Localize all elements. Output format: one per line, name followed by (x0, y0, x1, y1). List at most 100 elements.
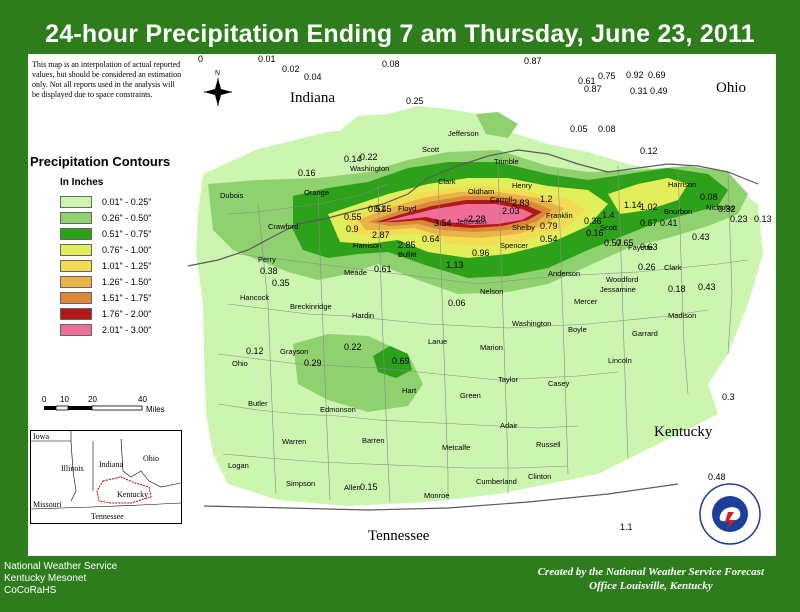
legend-swatch (60, 212, 92, 224)
precip-amount: 0.08 (700, 192, 718, 202)
legend-label: 0.76" - 1.00" (102, 245, 152, 255)
legend-title: Precipitation Contours (30, 154, 171, 169)
county-label: Clinton (528, 472, 551, 481)
precip-amount: 0.01 (258, 54, 276, 64)
county-label: Green (460, 391, 481, 400)
precip-amount: 0.15 (360, 482, 378, 492)
inset-label: Tennessee (91, 512, 124, 521)
legend-swatch (60, 228, 92, 240)
precip-amount: 0.49 (650, 86, 668, 96)
legend-label: 1.01" - 1.25" (102, 261, 152, 271)
legend-row: 0.26" - 0.50" (60, 210, 190, 226)
county-label: Crawford (268, 222, 298, 231)
compass-north-label: N (215, 70, 220, 77)
locator-inset-map: Iowa Illinois Indiana Ohio Missouri Kent… (30, 430, 182, 524)
county-label: Dubois (220, 191, 244, 200)
inset-label: Kentucky (117, 490, 148, 499)
legend-row: 0.01" - 0.25" (60, 194, 190, 210)
precip-amount: 0.22 (344, 342, 362, 352)
inset-label: Missouri (33, 500, 62, 509)
legend-row: 1.51" - 1.75" (60, 290, 190, 306)
inset-label: Iowa (33, 432, 49, 441)
county-label: Clark (664, 263, 682, 272)
county-label: Bourbon (664, 207, 692, 216)
precip-amount: 0.79 (540, 221, 558, 231)
county-label: Anderson (548, 269, 580, 278)
legend-row: 0.51" - 0.75" (60, 226, 190, 242)
county-label: Barren (362, 436, 385, 445)
footer-source: CoCoRaHS (4, 585, 57, 596)
legend-label: 0.51" - 0.75" (102, 229, 152, 239)
indiana-precip-area (338, 106, 498, 138)
legend-row: 1.01" - 1.25" (60, 258, 190, 274)
county-label: Oldham (468, 187, 494, 196)
state-label-ohio: Ohio (716, 80, 746, 96)
footer-source: Kentucky Mesonet (4, 573, 87, 584)
precip-amount: 0.54 (540, 234, 558, 244)
precip-amount: 0.25 (406, 96, 424, 106)
precip-amount: 0.35 (272, 278, 290, 288)
precip-band-051-075-b (373, 346, 412, 378)
county-label: Adair (500, 421, 518, 430)
inset-label: Ohio (143, 454, 159, 463)
county-label: Cumberland (476, 477, 517, 486)
legend-swatch (60, 196, 92, 208)
precip-amount: 0.67 (640, 218, 658, 228)
ohio-river-border (187, 149, 759, 267)
county-label: Taylor (498, 375, 519, 384)
precip-amount: 2.03 (502, 206, 520, 216)
precip-amount: 0.57 (604, 238, 622, 248)
county-label: Orange (304, 188, 329, 197)
county-label: Logan (228, 461, 249, 470)
legend-swatch (60, 308, 92, 320)
precip-amount: 0.05 (570, 124, 588, 134)
county-label: Boyle (568, 325, 587, 334)
precip-amount: 0.06 (448, 298, 466, 308)
precip-amount: 0.69 (392, 356, 410, 366)
county-label: Ohio (232, 359, 248, 368)
precip-amount: 0.3 (722, 392, 735, 402)
precip-amount: 0.51 (368, 204, 386, 214)
state-label-indiana: Indiana (290, 90, 335, 106)
precip-amount: 0.36 (584, 216, 602, 226)
precip-amount: 0.55 (344, 212, 362, 222)
tennessee-border (203, 483, 679, 511)
precip-amount: 0.75 (598, 71, 616, 81)
county-label: Butler (248, 399, 268, 408)
scale-bar: 0 10 20 40 Miles (38, 393, 188, 423)
precip-amount: 3.54 (434, 218, 452, 228)
precip-amount: 2.85 (398, 240, 416, 250)
compass-rose-icon: N (204, 70, 232, 106)
precip-band-201-300 (382, 204, 533, 225)
precip-amount: 0.64 (422, 234, 440, 244)
county-labels: Jefferson Scott Washington Orange Dubois… (220, 129, 735, 500)
county-label: Metcalfe (442, 443, 470, 452)
legend-row: 1.26" - 1.50" (60, 274, 190, 290)
scale-tick-label: 40 (138, 395, 147, 404)
precip-amount: 1.2 (540, 194, 553, 204)
county-label: Henry (512, 181, 532, 190)
county-label: Clark (438, 177, 456, 186)
county-label: Garrard (632, 329, 658, 338)
precip-amount: 1.14 (624, 200, 642, 210)
precip-amount: 2.87 (372, 230, 390, 240)
legend: Precipitation Contours In Inches 0.01" -… (30, 154, 190, 338)
precip-amount: 0.45 (374, 204, 392, 214)
legend-swatch (60, 244, 92, 256)
precip-amounts: 0 0.01 0.02 0.04 0.08 0.87 0.61 0.75 0.8… (198, 54, 772, 532)
county-label: Franklin (546, 211, 573, 220)
legend-row: 2.01" - 3.00" (60, 322, 190, 338)
inset-map-graphic: Iowa Illinois Indiana Ohio Missouri Kent… (31, 431, 181, 521)
precip-amount: 0.29 (304, 358, 322, 368)
precip-amount: 2.28 (468, 214, 486, 224)
precip-amount: 0.69 (648, 70, 666, 80)
precip-amount: 0.18 (668, 284, 686, 294)
precip-amount: 0.63 (640, 242, 658, 252)
precip-amount: 0.48 (708, 472, 726, 482)
county-label: Edmonson (320, 405, 356, 414)
county-label: Marion (480, 343, 503, 352)
county-label: Floyd (398, 204, 416, 213)
county-label: Hancock (240, 293, 269, 302)
precipitation-map: Indiana Ohio Kentucky Tennessee Jefferso… (187, 54, 772, 545)
precip-amount: 2.83 (512, 198, 530, 208)
